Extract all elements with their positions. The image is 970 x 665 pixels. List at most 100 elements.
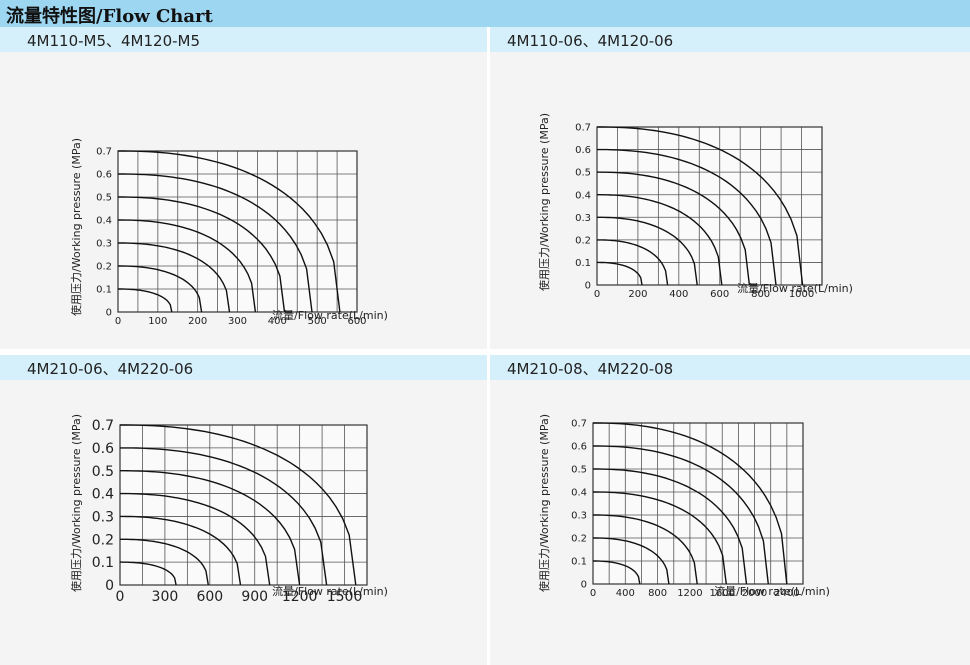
y-axis-title: 使用压力/Working pressure (MPa)	[70, 138, 83, 316]
y-tick-label: 0.6	[92, 441, 114, 457]
x-tick-label: 300	[152, 589, 179, 605]
grid	[593, 423, 803, 584]
y-tick-label: 0.7	[92, 418, 114, 434]
flow-curve-0.6mpa	[597, 148, 777, 286]
x-tick-label: 0	[116, 589, 125, 605]
x-tick-label: 2000	[742, 588, 767, 599]
y-tick-label: 0.6	[96, 170, 112, 181]
flow-curve-0.3mpa	[597, 216, 698, 286]
x-tick-label: 600	[196, 589, 223, 605]
flow-curve-0.1mpa	[118, 288, 173, 313]
y-tick-label: 0.2	[575, 235, 591, 246]
y-tick-label: 0.4	[575, 190, 591, 201]
y-tick-label: 0	[106, 308, 112, 319]
flow-curve-0.1mpa	[120, 561, 177, 586]
x-tick-label: 600	[347, 316, 366, 327]
flow-curve-0.5mpa	[120, 469, 301, 586]
y-tick-label: 0.3	[92, 509, 114, 525]
chart-panel-2: 4M110-06、4M120-06 0 0.1 0.2 0.3 0.4 0.5 0.6 0.7…	[490, 27, 970, 349]
plot-frame	[119, 424, 368, 586]
panel-title: 4M110-M5、4M120-M5	[27, 32, 201, 50]
panel-title-bar: 4M110-M5、4M120-M5	[0, 27, 487, 52]
flow-chart-1: 0 0.1 0.2 0.3 0.4 0.5 0.6 0.7 0 100 200 300 400 500 60…	[70, 138, 388, 327]
flow-curve-0.4mpa	[120, 492, 271, 586]
flow-curve-0.5mpa	[118, 196, 286, 313]
x-tick-label: 900	[241, 589, 268, 605]
y-tick-label: 0.3	[571, 511, 587, 522]
flow-chart-2: 0 0.1 0.2 0.3 0.4 0.5 0.6 0.7 0 200 400 600 800 1000流…	[538, 113, 853, 300]
chart-panel-3: 4M210-06、4M220-06 0 0.1 0.2 0.3 0.4 0.5 0.6 0.7…	[0, 355, 487, 665]
y-tick-label: 0.7	[575, 123, 591, 134]
y-tick-label: 0.2	[96, 262, 112, 273]
flow-chart-4: 0 0.1 0.2 0.3 0.4 0.5 0.6 0.7 0 400 800 1200 1600 200…	[538, 414, 830, 599]
panel-title-bar: 4M210-06、4M220-06	[0, 355, 487, 380]
y-tick-label: 0.5	[571, 465, 587, 476]
x-axis-title: 流量/Flow rate(L/min)	[737, 281, 853, 295]
x-tick-label: 200	[188, 316, 207, 327]
y-tick-label: 0.4	[92, 487, 114, 503]
x-tick-label: 2400	[774, 588, 799, 599]
flow-curve-0.4mpa	[597, 193, 723, 286]
plot-frame	[592, 422, 804, 585]
flow-curve-0.2mpa	[593, 537, 670, 585]
x-tick-label: 400	[268, 316, 287, 327]
x-tick-label: 800	[751, 289, 770, 300]
x-tick-label: 400	[669, 289, 688, 300]
y-tick-label: 0.5	[575, 168, 591, 179]
plot-frame	[117, 150, 358, 313]
x-axis-title: 流量/Flow rate(L/min)	[272, 308, 388, 322]
flow-curve-0.7mpa	[593, 422, 788, 585]
y-tick-label: 0.4	[96, 216, 112, 227]
y-tick-label: 0	[585, 281, 591, 292]
x-tick-label: 200	[628, 289, 647, 300]
y-tick-label: 0.1	[96, 285, 112, 296]
y-tick-label: 0.1	[92, 555, 114, 571]
y-tick-label: 0.3	[575, 213, 591, 224]
y-tick-label: 0.6	[571, 442, 587, 453]
flow-curve-0.1mpa	[593, 560, 641, 585]
flow-curve-0.3mpa	[593, 514, 698, 585]
y-tick-label: 0.3	[96, 239, 112, 250]
panel-divider-vertical	[487, 27, 490, 665]
page-header: 流量特性图/Flow Chart	[0, 0, 970, 27]
flow-curve-0.3mpa	[118, 242, 231, 313]
flow-curve-0.6mpa	[120, 447, 328, 586]
panel-title: 4M110-06、4M120-06	[507, 32, 674, 50]
grid	[120, 425, 367, 585]
flow-curve-0.2mpa	[120, 538, 209, 586]
plot-frame	[596, 126, 823, 286]
flow-curve-0.1mpa	[597, 261, 643, 286]
panel-title-bar: 4M110-06、4M120-06	[490, 27, 970, 52]
y-tick-label: 0.5	[92, 464, 114, 480]
x-tick-label: 0	[590, 588, 596, 599]
flow-curve-0.3mpa	[120, 515, 242, 586]
y-tick-label: 0	[105, 578, 114, 594]
x-tick-label: 400	[616, 588, 635, 599]
x-tick-label: 800	[648, 588, 667, 599]
x-tick-label: 1200	[282, 589, 318, 605]
flow-curve-0.7mpa	[120, 424, 357, 586]
flow-curve-0.6mpa	[593, 445, 769, 585]
chart-panel-1: 4M110-M5、4M120-M5 0 0.1 0.2 0.3 0.4 0.5 0.6 0.7…	[0, 27, 487, 349]
plot-area	[120, 425, 367, 585]
x-tick-label: 1200	[677, 588, 702, 599]
flow-curve-0.7mpa	[118, 150, 341, 313]
x-tick-label: 0	[115, 316, 121, 327]
page-title: 流量特性图/Flow Chart	[6, 6, 213, 27]
y-axis-title: 使用压力/Working pressure (MPa)	[538, 113, 551, 291]
y-axis-title: 使用压力/Working pressure (MPa)	[538, 414, 551, 592]
x-tick-label: 500	[308, 316, 327, 327]
x-tick-label: 1600	[710, 588, 735, 599]
flow-curve-0.5mpa	[596, 171, 751, 286]
flow-chart-3: 0 0.1 0.2 0.3 0.4 0.5 0.6 0.7 0 300 600 900 1200 1500…	[70, 414, 388, 605]
flow-curve-0.6mpa	[118, 173, 313, 313]
y-tick-label: 0.1	[571, 557, 587, 568]
y-tick-label: 0.4	[571, 488, 587, 499]
y-tick-label: 0.2	[571, 534, 587, 545]
y-axis-title: 使用压力/Working pressure (MPa)	[70, 414, 83, 592]
x-tick-label: 1500	[327, 589, 363, 605]
flow-curve-0.4mpa	[593, 491, 727, 585]
flow-curve-0.4mpa	[118, 219, 257, 313]
x-axis-title: 流量/Flow rate(L/min)	[714, 584, 830, 598]
panel-divider-horizontal	[0, 349, 970, 355]
